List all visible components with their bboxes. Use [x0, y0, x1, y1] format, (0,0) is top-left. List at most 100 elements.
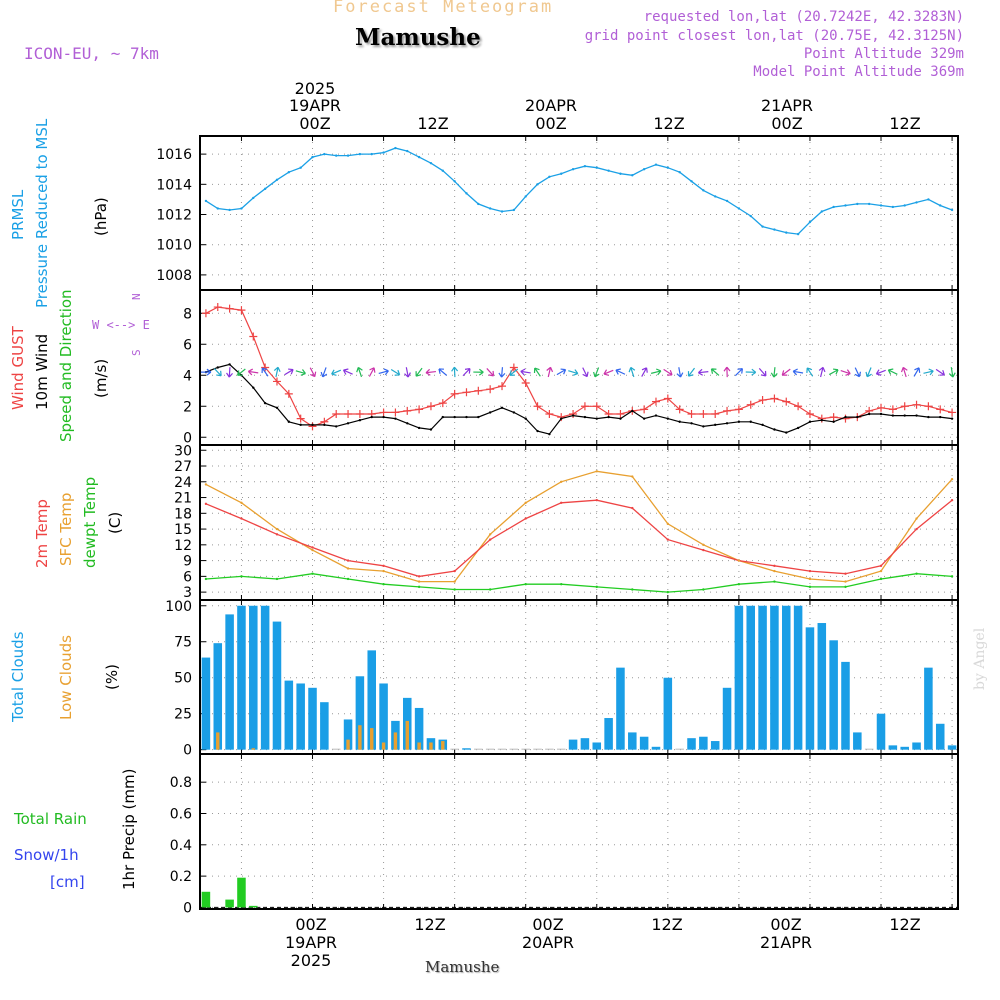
wind-speed-point	[749, 420, 752, 423]
wind-speed-point	[583, 415, 587, 419]
wind-gust-line	[205, 306, 953, 428]
y-tick-label: 25	[174, 707, 192, 723]
total-cloud-bar	[509, 748, 519, 750]
wind-direction-arrow	[923, 368, 934, 376]
total-cloud-bar	[320, 702, 329, 750]
wind-direction-arrow	[840, 369, 851, 376]
wind-gust-marker	[888, 405, 897, 414]
total-cloud-bar	[521, 748, 530, 750]
t2m-point	[453, 569, 456, 573]
wind-gust-marker	[770, 394, 779, 403]
wind-direction-arrow	[295, 369, 306, 376]
y-tick-label: 100	[165, 599, 192, 615]
wind-direction-arrow	[641, 367, 648, 377]
dewpt-point	[560, 583, 563, 586]
wind-direction-arrow	[687, 367, 696, 377]
sfc-temp-point	[631, 475, 634, 478]
total-cloud-bar	[687, 738, 696, 750]
pressure-point	[263, 187, 267, 191]
wind-gust-marker	[296, 414, 305, 423]
wind-gust-marker	[355, 410, 364, 418]
wind-speed-point	[465, 415, 468, 419]
wind-direction-arrow	[498, 367, 506, 378]
wind-gust-marker	[628, 406, 637, 415]
wind-speed-point	[252, 386, 255, 389]
sfc-temp-point	[275, 527, 279, 531]
wind-speed-point	[406, 422, 409, 425]
wind-speed-point	[488, 411, 492, 414]
wind-speed-point	[571, 414, 575, 417]
bottom-hour-label: 12Z	[651, 915, 682, 934]
pressure-point	[832, 205, 835, 209]
dewpt-point	[453, 588, 456, 591]
wind-direction-arrow	[806, 367, 814, 377]
wind-direction-arrow	[734, 368, 744, 377]
top-date-label: 20APR	[525, 96, 577, 115]
wind-direction-arrow	[284, 368, 294, 376]
y-tick-label: 1010	[156, 238, 192, 254]
top-year-label: 2025	[295, 79, 336, 98]
t2m-point	[204, 502, 208, 506]
wind-speed-point	[939, 415, 942, 419]
dewpt-point	[311, 572, 314, 575]
total-cloud-bar	[746, 605, 755, 750]
t2m-point	[275, 533, 279, 536]
dewpt-point	[808, 585, 812, 589]
pressure-label-2: Pressure Reduced to MSL	[33, 118, 51, 308]
wind-direction-arrow	[818, 366, 826, 378]
wind-gust-marker	[723, 406, 732, 415]
pressure-point	[512, 208, 516, 212]
total-cloud-bar	[770, 605, 779, 750]
precip-unit: 1hr Precip (mm)	[120, 768, 138, 890]
rain-bar	[225, 899, 234, 908]
pressure-point	[583, 164, 587, 168]
dewpt-point	[844, 585, 847, 589]
pressure-point	[773, 228, 776, 231]
bottom-hour-label: 12Z	[889, 915, 920, 934]
sfc-temp-point	[417, 580, 421, 583]
dewpt-point	[702, 588, 705, 591]
pressure-point	[536, 183, 539, 186]
pressure-point	[820, 210, 823, 213]
wind-speed-point	[773, 428, 776, 431]
pressure-point	[488, 207, 492, 210]
pressure-point	[903, 204, 906, 207]
wind-speed-point	[323, 423, 326, 427]
low-cloud-bar	[381, 742, 386, 750]
wind-speed-point	[785, 431, 788, 434]
pressure-point	[382, 151, 385, 154]
pressure-label-1: PRMSL	[9, 189, 27, 240]
sfc-temp-point	[808, 577, 812, 581]
sfc-temp-point	[950, 477, 954, 481]
wind-gust-marker	[675, 405, 684, 414]
wind-gust-marker	[805, 410, 814, 418]
total-cloud-bar	[616, 667, 625, 750]
total-cloud-bar	[296, 683, 305, 750]
y-tick-label: 24	[174, 475, 192, 491]
t2m-point	[950, 498, 954, 502]
pressure-point	[299, 166, 302, 169]
wind-direction-arrow	[781, 368, 791, 376]
wind-gust-marker	[509, 363, 518, 372]
t2m-point	[311, 546, 314, 549]
dewpt-point	[382, 583, 385, 586]
wind-speed-point	[607, 415, 610, 419]
wind-gust-marker	[438, 399, 447, 408]
model-label: ICON-EU, ~ 7km	[24, 44, 159, 63]
grid-point-coords: grid point closest lon,lat (20.75E, 42.3…	[584, 28, 964, 44]
bottom-date-label: 20APR	[522, 933, 574, 952]
low-cloud-bar	[429, 742, 433, 750]
wind-direction-arrow	[356, 366, 363, 378]
sfc-temp-point	[879, 569, 883, 573]
dewpt-point	[524, 583, 527, 586]
total-cloud-bar	[438, 739, 448, 750]
wind-gust-marker	[758, 396, 767, 405]
pressure-point	[642, 168, 646, 171]
panel-frame	[199, 135, 959, 291]
pressure-point	[939, 204, 942, 207]
total-cloud-bar	[675, 748, 684, 750]
dewpt-point	[417, 585, 421, 589]
total-cloud-bar	[213, 643, 223, 750]
total-cloud-bar	[628, 732, 637, 750]
gust-label: Wind GUST	[9, 326, 27, 410]
